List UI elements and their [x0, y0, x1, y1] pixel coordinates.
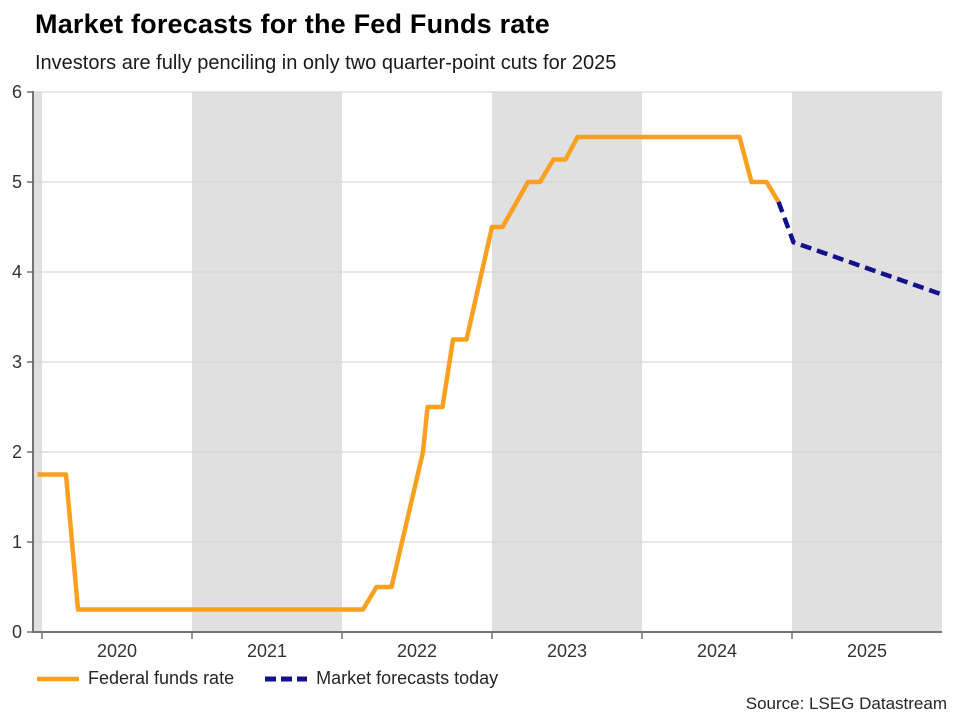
y-tick-label: 3: [12, 352, 22, 372]
chart-subtitle: Investors are fully penciling in only tw…: [35, 52, 617, 74]
y-tick-label: 1: [12, 532, 22, 552]
y-tick-label: 5: [12, 172, 22, 192]
legend-item-federal-funds-rate: Federal funds rate: [36, 668, 234, 689]
y-tick-label: 4: [12, 262, 22, 282]
x-tick-label: 2021: [247, 641, 287, 661]
x-axis-ticks-and-labels: 2020 2021 2022 2023 2024 2025: [41, 632, 887, 661]
legend-label-federal-funds-rate: Federal funds rate: [88, 668, 235, 688]
source-attribution: Source: LSEG Datastream: [745, 694, 947, 713]
legend-label-market-forecasts: Market forecasts today: [316, 668, 499, 688]
y-tick-label: 0: [12, 622, 22, 642]
x-tick-label: 2020: [97, 641, 137, 661]
gridlines: [33, 91, 942, 543]
y-tick-label: 6: [12, 82, 22, 102]
forecast-dashed-line: [776, 201, 943, 297]
x-tick-label: 2023: [547, 641, 587, 661]
x-tick-label: 2024: [697, 641, 737, 661]
solid-line-swatch-icon: [37, 676, 79, 681]
dashed-line-swatch-icon: [265, 676, 308, 681]
x-tick-label: 2022: [397, 641, 437, 661]
legend-item-market-forecasts: Market forecasts today: [264, 668, 498, 689]
chart-title: Market forecasts for the Fed Funds rate: [35, 9, 550, 39]
x-tick-label: 2025: [847, 641, 887, 661]
chart-legend: Federal funds rate Market forecasts toda…: [36, 668, 498, 689]
fed-funds-rate-line: [37, 134, 781, 612]
y-axis-ticks-and-labels: 0 1 2 3 4 5 6: [12, 82, 33, 642]
y-tick-label: 2: [12, 442, 22, 462]
